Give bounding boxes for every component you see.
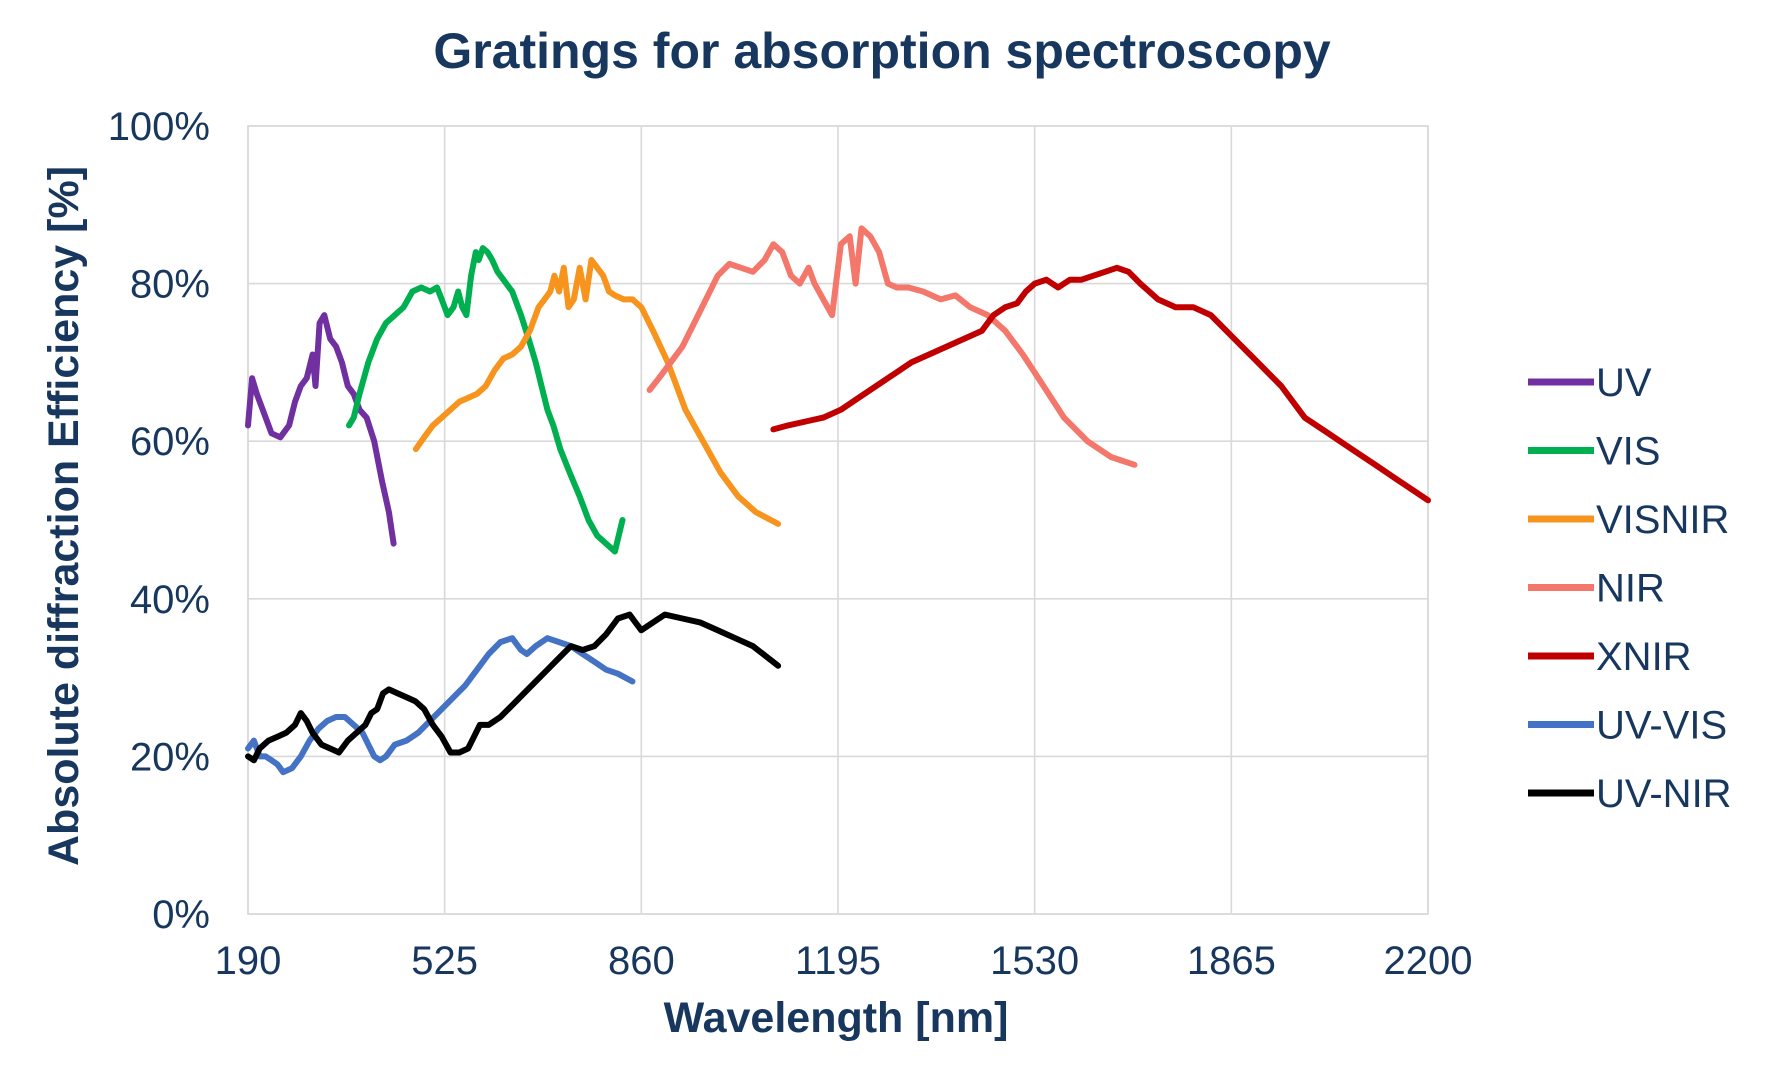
legend-label: XNIR: [1596, 635, 1692, 679]
legend-item-vis: VIS: [1528, 430, 1660, 474]
y-tick-label: 80%: [130, 263, 210, 307]
legend-item-uv-nir: UV-NIR: [1528, 772, 1732, 816]
series-line-uv: [245, 312, 397, 547]
y-axis-title: Absolute diffraction Efficiency [%]: [40, 166, 88, 866]
legend-item-visnir: VISNIR: [1528, 498, 1729, 542]
x-tick-label: 2200: [1384, 939, 1473, 983]
legend-label: NIR: [1596, 567, 1665, 611]
y-tick-label: 20%: [130, 735, 210, 779]
x-tick-label: 1530: [990, 939, 1079, 983]
plot-area: [247, 125, 1429, 915]
chart-title: Gratings for absorption spectroscopy: [433, 23, 1331, 79]
legend-label: UV-VIS: [1596, 704, 1727, 748]
series-line-xnir: [770, 264, 1431, 504]
x-axis-title: Wavelength [nm]: [664, 994, 1009, 1042]
x-tick-label: 190: [215, 939, 282, 983]
x-tick-label: 860: [608, 939, 675, 983]
series-line-vis: [346, 245, 626, 555]
series-line-uv-nir: [245, 611, 782, 764]
legend-label: UV: [1596, 361, 1652, 405]
legend: UV VIS VISNIR NIR XNIR UV-VIS UV-NIR: [1528, 361, 1732, 816]
legend-item-uv: UV: [1528, 361, 1652, 405]
x-tick-label: 1195: [795, 939, 881, 983]
legend-label: VISNIR: [1596, 498, 1729, 542]
series-line-nir: [646, 225, 1138, 468]
x-tick-label: 525: [411, 939, 478, 983]
series-lines: [245, 225, 1431, 776]
y-tick-label: 40%: [130, 578, 210, 622]
x-axis-tick-labels: 190 525 860 1195 1530 1865 2200: [215, 939, 1473, 983]
legend-label: UV-NIR: [1596, 772, 1732, 816]
y-tick-label: 0%: [152, 893, 210, 937]
legend-item-uv-vis: UV-VIS: [1528, 704, 1727, 748]
legend-label: VIS: [1596, 430, 1660, 474]
series-line-uv-vis: [245, 635, 636, 776]
y-axis-tick-labels: 0% 20% 40% 60% 80% 100%: [108, 105, 210, 937]
legend-item-xnir: XNIR: [1528, 635, 1692, 679]
y-tick-label: 60%: [130, 420, 210, 464]
y-tick-label: 100%: [108, 105, 210, 149]
x-tick-label: 1865: [1187, 939, 1276, 983]
series-line-visnir: [412, 257, 782, 527]
legend-item-nir: NIR: [1528, 567, 1665, 611]
